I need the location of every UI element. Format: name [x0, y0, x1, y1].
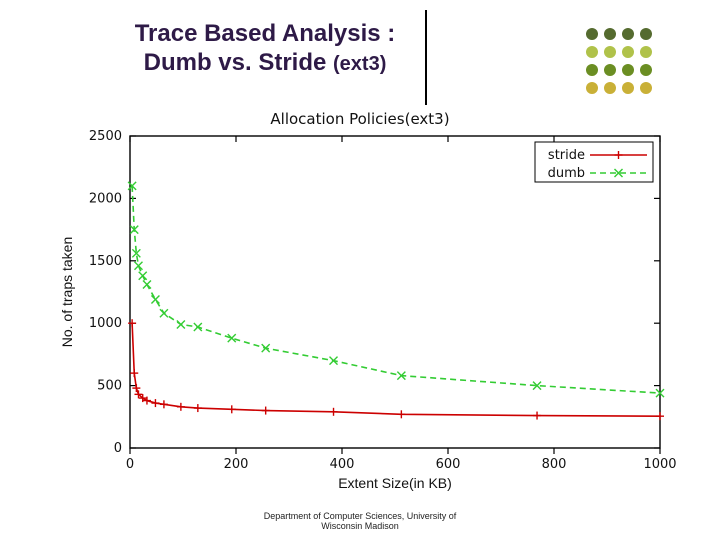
svg-text:0: 0 [126, 457, 134, 472]
decor-dot [586, 64, 598, 76]
svg-text:No. of traps taken: No. of traps taken [59, 237, 75, 348]
decor-dot [640, 28, 652, 40]
svg-text:1500: 1500 [89, 254, 122, 269]
decor-dot [640, 64, 652, 76]
decor-dot [622, 28, 634, 40]
svg-text:800: 800 [542, 457, 567, 472]
chart-svg: 0 200 400 600 800 1000 0 500 1000 1500 2000 2500 Ext… [40, 128, 680, 498]
corner-dots [586, 28, 658, 100]
decor-dot [604, 64, 616, 76]
svg-text:stride: stride [548, 148, 585, 163]
decor-dot [640, 46, 652, 58]
footer-line2: Wisconsin Madison [0, 522, 720, 532]
decor-dot [640, 82, 652, 94]
title-line2-ext: (ext3) [333, 53, 386, 75]
decor-dot [604, 46, 616, 58]
title-line1: Trace Based Analysis : [120, 20, 410, 49]
svg-text:1000: 1000 [643, 457, 676, 472]
title-line2: Dumb vs. Stride (ext3) [120, 49, 410, 78]
svg-text:0: 0 [114, 441, 122, 456]
slide-title: Trace Based Analysis : Dumb vs. Stride (… [120, 20, 410, 78]
svg-text:2500: 2500 [89, 129, 122, 144]
slide: Trace Based Analysis : Dumb vs. Stride (… [0, 0, 720, 540]
svg-text:1000: 1000 [89, 316, 122, 331]
decor-dot [604, 28, 616, 40]
svg-text:500: 500 [97, 379, 122, 394]
title-line2-main: Dumb vs. Stride [144, 49, 333, 76]
svg-text:400: 400 [330, 457, 355, 472]
chart-title: Allocation Policies(ext3) [40, 110, 680, 128]
decor-dot [586, 46, 598, 58]
decor-dot [622, 82, 634, 94]
decor-dot [622, 46, 634, 58]
chart-container: Allocation Policies(ext3) 0 200 400 600 800 1… [40, 110, 680, 500]
decor-dot [622, 64, 634, 76]
svg-text:600: 600 [436, 457, 461, 472]
svg-text:Extent Size(in KB): Extent Size(in KB) [338, 475, 452, 491]
footer: Department of Computer Sciences, Univers… [0, 512, 720, 532]
svg-text:2000: 2000 [89, 191, 122, 206]
decor-dot [604, 82, 616, 94]
decor-dot [586, 28, 598, 40]
svg-text:dumb: dumb [548, 166, 585, 181]
title-divider [425, 10, 427, 105]
svg-text:200: 200 [224, 457, 249, 472]
decor-dot [586, 82, 598, 94]
